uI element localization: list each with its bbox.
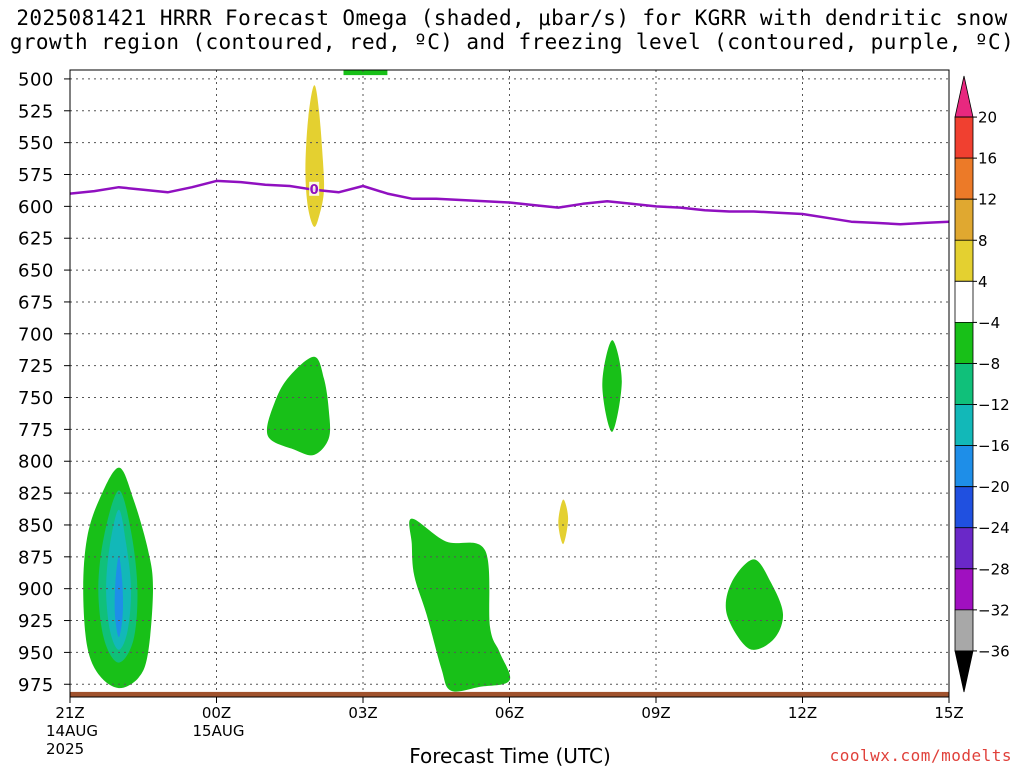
colorbar-label-1: 20 [978, 109, 997, 127]
x-tick-label-15Z: 15Z [934, 704, 963, 722]
y-axis: 500 525 550 575 600 625 650 675 700 725 750 775 800 8… [18, 69, 70, 696]
y-tick-label-525: 525 [18, 101, 54, 122]
colorbar-swatch-8 [954, 363, 974, 405]
colorbar-swatch-14 [954, 609, 974, 652]
colorbar-label-10: −20 [978, 478, 1010, 496]
y-tick-label-975: 975 [18, 675, 54, 696]
x-axis-title: Forecast Time (UTC) [409, 744, 611, 768]
colorbar-swatch-4 [954, 198, 974, 241]
y-tick-label-575: 575 [18, 165, 54, 186]
y-tick-label-500: 500 [18, 69, 54, 90]
y-tick-label-925: 925 [18, 611, 54, 632]
y-tick-label-950: 950 [18, 643, 54, 664]
freezing-level-contour-label: 0 [310, 183, 319, 198]
colorbar-label-6: −4 [978, 314, 1000, 332]
omega-region-2 [305, 85, 325, 227]
x-tick-label-12Z: 12Z [788, 704, 817, 722]
colorbar-swatch-11 [954, 486, 974, 529]
colorbar-swatch-7 [954, 322, 974, 364]
colorbar-label-5: 4 [978, 273, 988, 291]
colorbar-swatch-3 [954, 157, 974, 200]
colorbar-swatch-12 [954, 527, 974, 570]
colorbar-label-14: −36 [978, 642, 1010, 660]
colorbar-label-2: 16 [978, 150, 997, 168]
x-tick-year-21Z: 2025 [46, 740, 84, 758]
y-tick-label-650: 650 [18, 261, 54, 282]
colorbar-swatch-10 [954, 445, 974, 488]
x-tick-label-21Z: 21Z [55, 704, 84, 722]
colorbar-swatch-1 [954, 75, 974, 118]
colorbar-swatch-15 [954, 650, 974, 693]
contour-label-bg [309, 181, 320, 196]
colorbar-label-11: −24 [978, 519, 1010, 537]
colorbar-swatch-5 [954, 239, 974, 282]
colorbar-label-12: −28 [978, 560, 1010, 578]
omega-regions [83, 70, 784, 692]
omega-region-10 [602, 340, 622, 432]
freezing-level-layer: 0 [70, 179, 949, 226]
y-tick-label-625: 625 [18, 229, 54, 250]
colorbar-label-3: 12 [978, 191, 997, 209]
y-tick-label-775: 775 [18, 420, 54, 441]
omega-region-7 [114, 556, 123, 638]
omega-region-3 [266, 356, 331, 456]
terrain-band [70, 691, 949, 697]
x-tick-date-21Z: 14AUG [46, 722, 98, 740]
y-tick-label-850: 850 [18, 515, 54, 536]
grid [70, 70, 949, 697]
colorbar-swatch-6 [954, 280, 974, 323]
colorbar-label-13: −32 [978, 601, 1010, 619]
y-tick-label-875: 875 [18, 547, 54, 568]
y-tick-label-675: 675 [18, 292, 54, 313]
title-line-1: 2025081421 HRRR Forecast Omega (shaded, … [16, 6, 1008, 30]
colorbar-swatch-13 [954, 568, 974, 611]
omega-region-1 [343, 70, 388, 76]
freezing-level-line [70, 179, 949, 226]
y-tick-label-800: 800 [18, 452, 54, 473]
y-tick-label-900: 900 [18, 579, 54, 600]
x-tick-label-03Z: 03Z [348, 704, 377, 722]
x-tick-label-06Z: 06Z [495, 704, 524, 722]
y-tick-label-725: 725 [18, 356, 54, 377]
colorbar-swatch-9 [954, 404, 974, 446]
colorbar-swatch-2 [954, 116, 974, 159]
y-tick-label-700: 700 [18, 324, 54, 345]
omega-region-11 [725, 559, 784, 650]
terrain-surface [70, 691, 949, 697]
colorbar-label-8: −12 [978, 396, 1010, 414]
colorbar-label-7: −8 [978, 355, 1000, 373]
x-tick-date-00Z: 15AUG [193, 722, 245, 740]
colorbar: 20 16 12 8 4 −4 −8 −12 −16 −20 −24 −28 −32 −36 [954, 75, 1010, 693]
credit-link[interactable]: coolwx.com/modelts [829, 746, 1012, 765]
y-tick-label-825: 825 [18, 484, 54, 505]
x-tick-label-09Z: 09Z [641, 704, 670, 722]
omega-region-9 [558, 499, 569, 545]
colorbar-label-4: 8 [978, 232, 988, 250]
y-tick-label-750: 750 [18, 388, 54, 409]
x-tick-label-00Z: 00Z [202, 704, 231, 722]
y-tick-label-600: 600 [18, 197, 54, 218]
colorbar-label-9: −16 [978, 437, 1010, 455]
chart-title: 2025081421 HRRR Forecast Omega (shaded, … [0, 6, 1024, 54]
y-tick-label-550: 550 [18, 133, 54, 154]
title-line-2: growth region (contoured, red, ºC) and f… [9, 30, 1015, 54]
omega-region-8 [409, 518, 511, 692]
